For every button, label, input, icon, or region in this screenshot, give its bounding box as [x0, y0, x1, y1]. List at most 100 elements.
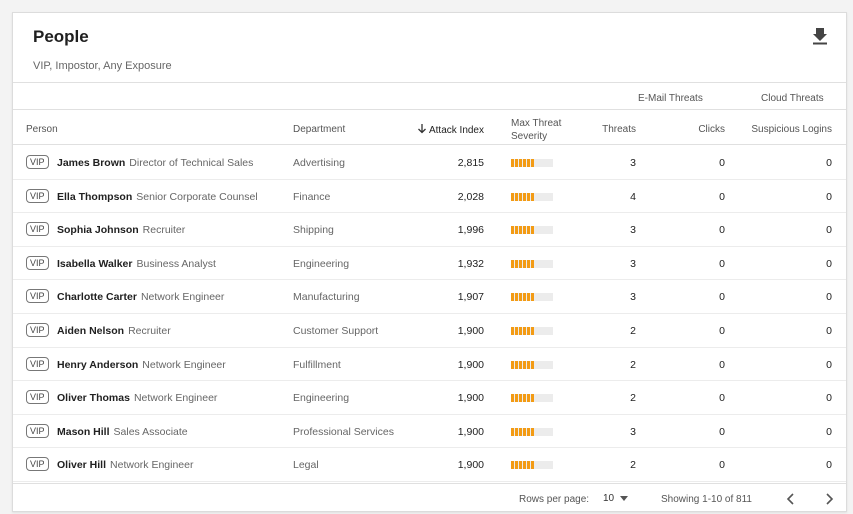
person-cell[interactable]: Mason Hill Sales Associate — [57, 426, 188, 438]
department-cell: Engineering — [293, 392, 350, 405]
table-row[interactable]: VIP Oliver Hill Network Engineer Legal 1,900… — [13, 448, 846, 482]
col-threats[interactable]: Threats — [602, 124, 636, 135]
pagination-bar: Rows per page: 10 Showing 1-10 of 811 — [13, 483, 846, 513]
person-name: Charlotte Carter — [57, 291, 137, 304]
department-cell: Legal — [293, 459, 319, 472]
clicks-cell: 0 — [719, 358, 725, 371]
table-row[interactable]: VIP Sophia Johnson Recruiter Shipping 1,996 3… — [13, 213, 846, 247]
severity-bar-fill — [511, 259, 535, 268]
download-icon[interactable] — [812, 27, 828, 45]
person-name: Isabella Walker — [57, 257, 133, 270]
clicks-cell: 0 — [719, 324, 725, 337]
clicks-cell: 0 — [719, 459, 725, 472]
chevron-down-icon — [620, 495, 629, 501]
suspicious-logins-cell: 0 — [826, 324, 832, 337]
person-name: James Brown — [57, 157, 126, 169]
threats-cell: 3 — [630, 257, 636, 270]
suspicious-logins-cell: 0 — [826, 358, 832, 371]
suspicious-logins-cell: 0 — [826, 257, 832, 270]
person-cell[interactable]: Isabella Walker Business Analyst — [57, 258, 216, 270]
table-row[interactable]: VIP Aiden Nelson Recruiter Customer Support… — [13, 314, 846, 348]
suspicious-logins-cell: 0 — [826, 157, 832, 169]
threats-cell: 3 — [630, 157, 636, 169]
clicks-cell: 0 — [719, 257, 725, 270]
table-row[interactable]: VIP Ella Thompson Senior Corporate Counsel… — [13, 180, 846, 214]
attack-index-cell: 2,815 — [457, 157, 484, 169]
severity-bar — [511, 326, 553, 335]
col-clicks[interactable]: Clicks — [698, 124, 725, 135]
vip-badge: VIP — [26, 289, 49, 304]
vip-badge: VIP — [26, 322, 49, 337]
attack-index-cell: 1,900 — [457, 358, 484, 371]
severity-bar — [511, 226, 553, 235]
clicks-cell: 0 — [719, 157, 725, 169]
chevron-left-icon[interactable] — [783, 491, 799, 507]
department-cell: Customer Support — [293, 324, 379, 337]
vip-badge: VIP — [26, 155, 49, 169]
attack-index-cell: 1,907 — [457, 291, 484, 304]
person-name: Aiden Nelson — [57, 324, 125, 337]
col-attack-index[interactable]: Attack Index — [413, 124, 484, 136]
rows-per-page-label: Rows per page: — [519, 494, 590, 505]
person-cell[interactable]: Aiden Nelson Recruiter — [57, 325, 171, 337]
table-header: Person Department Attack Index Max Threa… — [13, 111, 846, 145]
person-role: Recruiter — [142, 224, 186, 237]
table-row[interactable]: VIP Charlotte Carter Network Engineer Manuf… — [13, 280, 846, 314]
page-title: People — [33, 27, 89, 46]
person-cell[interactable]: Oliver Hill Network Engineer — [57, 459, 194, 471]
table-body: VIP James Brown Director of Technical Sale… — [13, 146, 846, 482]
table-row[interactable]: VIP James Brown Director of Technical Sale… — [13, 146, 846, 180]
person-name: Henry Anderson — [57, 358, 139, 371]
person-cell[interactable]: Oliver Thomas Network Engineer — [57, 392, 217, 404]
clicks-cell: 0 — [719, 224, 725, 237]
severity-bar-fill — [511, 226, 535, 235]
col-person[interactable]: Person — [26, 124, 58, 135]
threats-cell: 2 — [630, 324, 636, 337]
col-max-threat-line1: Max Threat — [511, 118, 562, 129]
person-name: Mason Hill — [57, 425, 110, 438]
rows-per-page-select[interactable]: 10 — [603, 493, 629, 504]
col-max-threat[interactable]: Max Threat Severity — [511, 117, 561, 143]
department-cell: Engineering — [293, 257, 350, 270]
person-role: Director of Technical Sales — [129, 157, 254, 169]
table-row[interactable]: VIP Henry Anderson Network Engineer Fulfill… — [13, 348, 846, 382]
col-department[interactable]: Department — [293, 124, 346, 135]
rows-per-page-value: 10 — [603, 493, 615, 504]
person-cell[interactable]: Henry Anderson Network Engineer — [57, 359, 226, 371]
person-name: Sophia Johnson — [57, 224, 139, 237]
severity-bar-fill — [511, 192, 535, 201]
person-role: Network Engineer — [133, 392, 218, 405]
suspicious-logins-cell: 0 — [826, 291, 832, 304]
attack-index-cell: 1,900 — [457, 392, 484, 405]
person-cell[interactable]: Ella Thompson Senior Corporate Counsel — [57, 191, 258, 203]
vip-badge: VIP — [26, 255, 49, 270]
table-row[interactable]: VIP Isabella Walker Business Analyst Engine… — [13, 247, 846, 281]
attack-index-cell: 2,028 — [457, 190, 484, 203]
col-suspicious-logins[interactable]: Suspicious Logins — [751, 124, 832, 135]
table-row[interactable]: VIP Oliver Thomas Network Engineer Engineer… — [13, 381, 846, 415]
person-cell[interactable]: James Brown Director of Technical Sales — [57, 157, 253, 169]
col-max-threat-line2: Severity — [511, 131, 548, 142]
person-cell[interactable]: Charlotte Carter Network Engineer — [57, 291, 224, 303]
person-role: Network Engineer — [110, 459, 194, 472]
severity-bar — [511, 461, 553, 470]
chevron-right-icon[interactable] — [821, 491, 837, 507]
severity-bar-fill — [511, 159, 535, 167]
person-role: Business Analyst — [136, 257, 216, 270]
email-threats-group: E-Mail Threats — [638, 93, 703, 104]
table-row[interactable]: VIP Mason Hill Sales Associate Professional… — [13, 415, 846, 449]
severity-bar — [511, 360, 553, 369]
clicks-cell: 0 — [719, 190, 725, 203]
severity-bar-fill — [511, 293, 535, 302]
severity-bar-fill — [511, 427, 535, 436]
person-name: Oliver Hill — [57, 459, 107, 472]
attack-index-cell: 1,900 — [457, 324, 484, 337]
threats-cell: 3 — [630, 425, 636, 438]
card-header: People VIP, Impostor, Any Exposure — [13, 13, 846, 83]
severity-bar-fill — [511, 360, 535, 369]
vip-badge: VIP — [26, 457, 49, 472]
person-cell[interactable]: Sophia Johnson Recruiter — [57, 224, 185, 236]
department-cell: Shipping — [293, 224, 334, 237]
vip-badge: VIP — [26, 188, 49, 203]
clicks-cell: 0 — [719, 392, 725, 405]
